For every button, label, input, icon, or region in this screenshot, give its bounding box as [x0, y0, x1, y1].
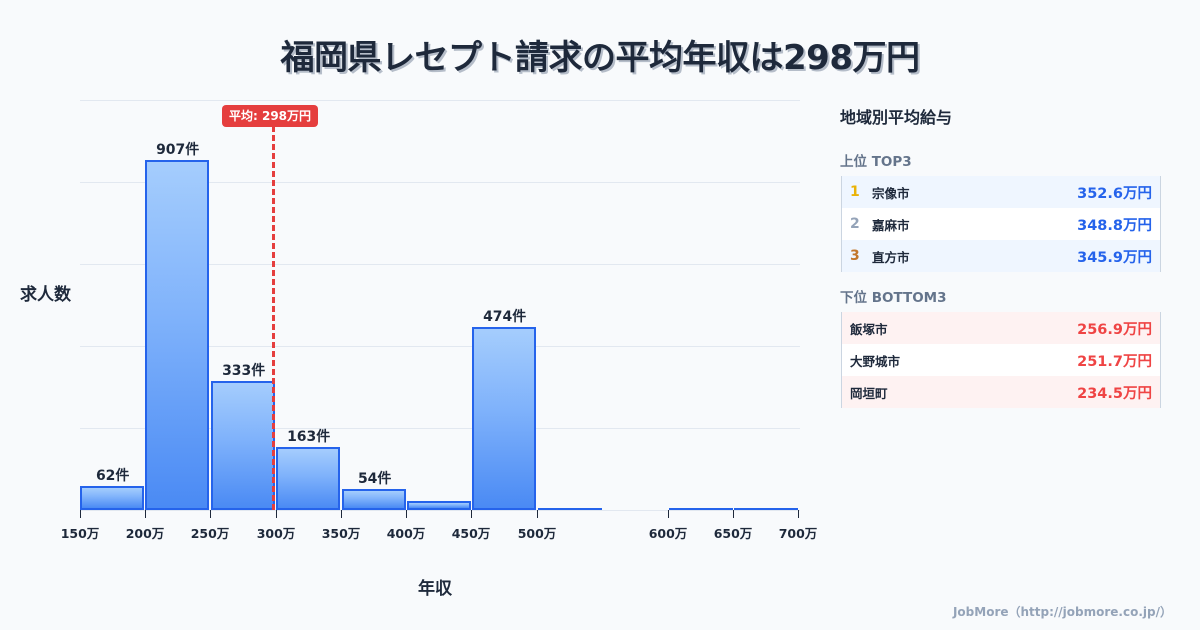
top3-title: 上位 TOP3 [840, 154, 912, 170]
x-tick-label: 300万 [256, 526, 296, 541]
average-salary: 234.5万円 [1077, 385, 1152, 402]
histogram-bar [211, 381, 275, 510]
top3-table: 1 宗像市 352.6万円 2 嘉麻市 348.8万円 3 直方市 345.9万円 [841, 176, 1161, 272]
x-tick-label: 400万 [386, 526, 426, 541]
x-tick-label: 450万 [451, 526, 491, 541]
x-tick [145, 510, 146, 518]
footer-credit: JobMore（http://jobmore.co.jp/） [952, 605, 1172, 619]
histogram-bar [145, 160, 209, 510]
city-name: 直方市 [872, 249, 910, 265]
grid-line [80, 428, 800, 429]
histogram-bar [80, 486, 144, 510]
x-tick-label: 250万 [190, 526, 230, 541]
x-tick [798, 510, 799, 518]
bottom3-table: 飯塚市 256.9万円大野城市 251.7万円岡垣町 234.5万円 [841, 312, 1161, 408]
rank-number: 2 [850, 216, 860, 232]
x-tick-label: 200万 [125, 526, 165, 541]
x-tick [406, 510, 407, 518]
x-tick [537, 510, 538, 518]
x-tick-label: 500万 [517, 526, 557, 541]
x-tick [668, 510, 669, 518]
top-rank-row: 2 嘉麻市 348.8万円 [842, 208, 1160, 240]
bottom-rank-row: 大野城市 251.7万円 [842, 344, 1160, 376]
x-tick [276, 510, 277, 518]
average-salary: 251.7万円 [1077, 353, 1152, 370]
bar-value-label: 907件 [156, 142, 200, 158]
x-tick-label: 600万 [648, 526, 688, 541]
grid-line [80, 346, 800, 347]
x-axis-label: 年収 [418, 579, 452, 599]
x-tick-label: 150万 [60, 526, 100, 541]
x-tick [341, 510, 342, 518]
bar-value-label: 54件 [357, 471, 392, 487]
x-tick-label: 650万 [713, 526, 753, 541]
x-tick [210, 510, 211, 518]
bar-value-label: 163件 [287, 429, 331, 445]
page-title: 福岡県レセプト請求の平均年収は298万円 [280, 38, 920, 78]
y-axis-label: 求人数 [20, 285, 71, 305]
city-name: 大野城市 [850, 353, 901, 369]
histogram-bar [669, 508, 733, 510]
histogram-bar [342, 489, 406, 510]
city-name: 宗像市 [872, 185, 910, 201]
top-rank-row: 3 直方市 345.9万円 [842, 240, 1160, 272]
average-badge: 平均: 298万円 [222, 105, 319, 127]
bottom-rank-row: 飯塚市 256.9万円 [842, 312, 1160, 344]
x-tick-label: 700万 [778, 526, 818, 541]
average-salary: 352.6万円 [1077, 185, 1152, 202]
bottom3-title: 下位 BOTTOM3 [840, 290, 947, 306]
histogram-bar [538, 508, 602, 510]
x-tick-label: 350万 [321, 526, 361, 541]
bar-value-label: 62件 [95, 468, 130, 484]
histogram-bar [734, 508, 798, 510]
x-tick [80, 510, 81, 518]
bottom-rank-row: 岡垣町 234.5万円 [842, 376, 1160, 408]
grid-line [80, 264, 800, 265]
bar-value-label: 333件 [222, 363, 266, 379]
grid-line [80, 100, 800, 101]
histogram-bar [472, 327, 536, 510]
bar-value-label: 474件 [483, 309, 527, 325]
salary-histogram: 62件 907件 333件 163件 54件 474件 150万 200万 250万 300万 3… [20, 100, 817, 599]
grid-line [80, 182, 800, 183]
x-tick [733, 510, 734, 518]
rank-number: 1 [850, 184, 860, 200]
average-salary: 256.9万円 [1077, 321, 1152, 338]
histogram-bar [407, 501, 471, 510]
city-name: 飯塚市 [850, 321, 888, 337]
average-line [272, 126, 275, 510]
panel-title: 地域別平均給与 [840, 108, 953, 127]
average-salary: 348.8万円 [1077, 217, 1152, 234]
histogram-bar [276, 447, 340, 510]
x-tick [471, 510, 472, 518]
top-rank-row: 1 宗像市 352.6万円 [842, 176, 1160, 208]
average-salary: 345.9万円 [1077, 249, 1152, 266]
x-axis-baseline [80, 510, 800, 511]
rank-number: 3 [850, 248, 860, 264]
regional-salary-panel: 地域別平均給与 上位 TOP3 1 宗像市 352.6万円 2 嘉麻市 348.8万円 3 直… [840, 104, 1162, 408]
city-name: 岡垣町 [850, 385, 888, 401]
city-name: 嘉麻市 [872, 217, 910, 233]
